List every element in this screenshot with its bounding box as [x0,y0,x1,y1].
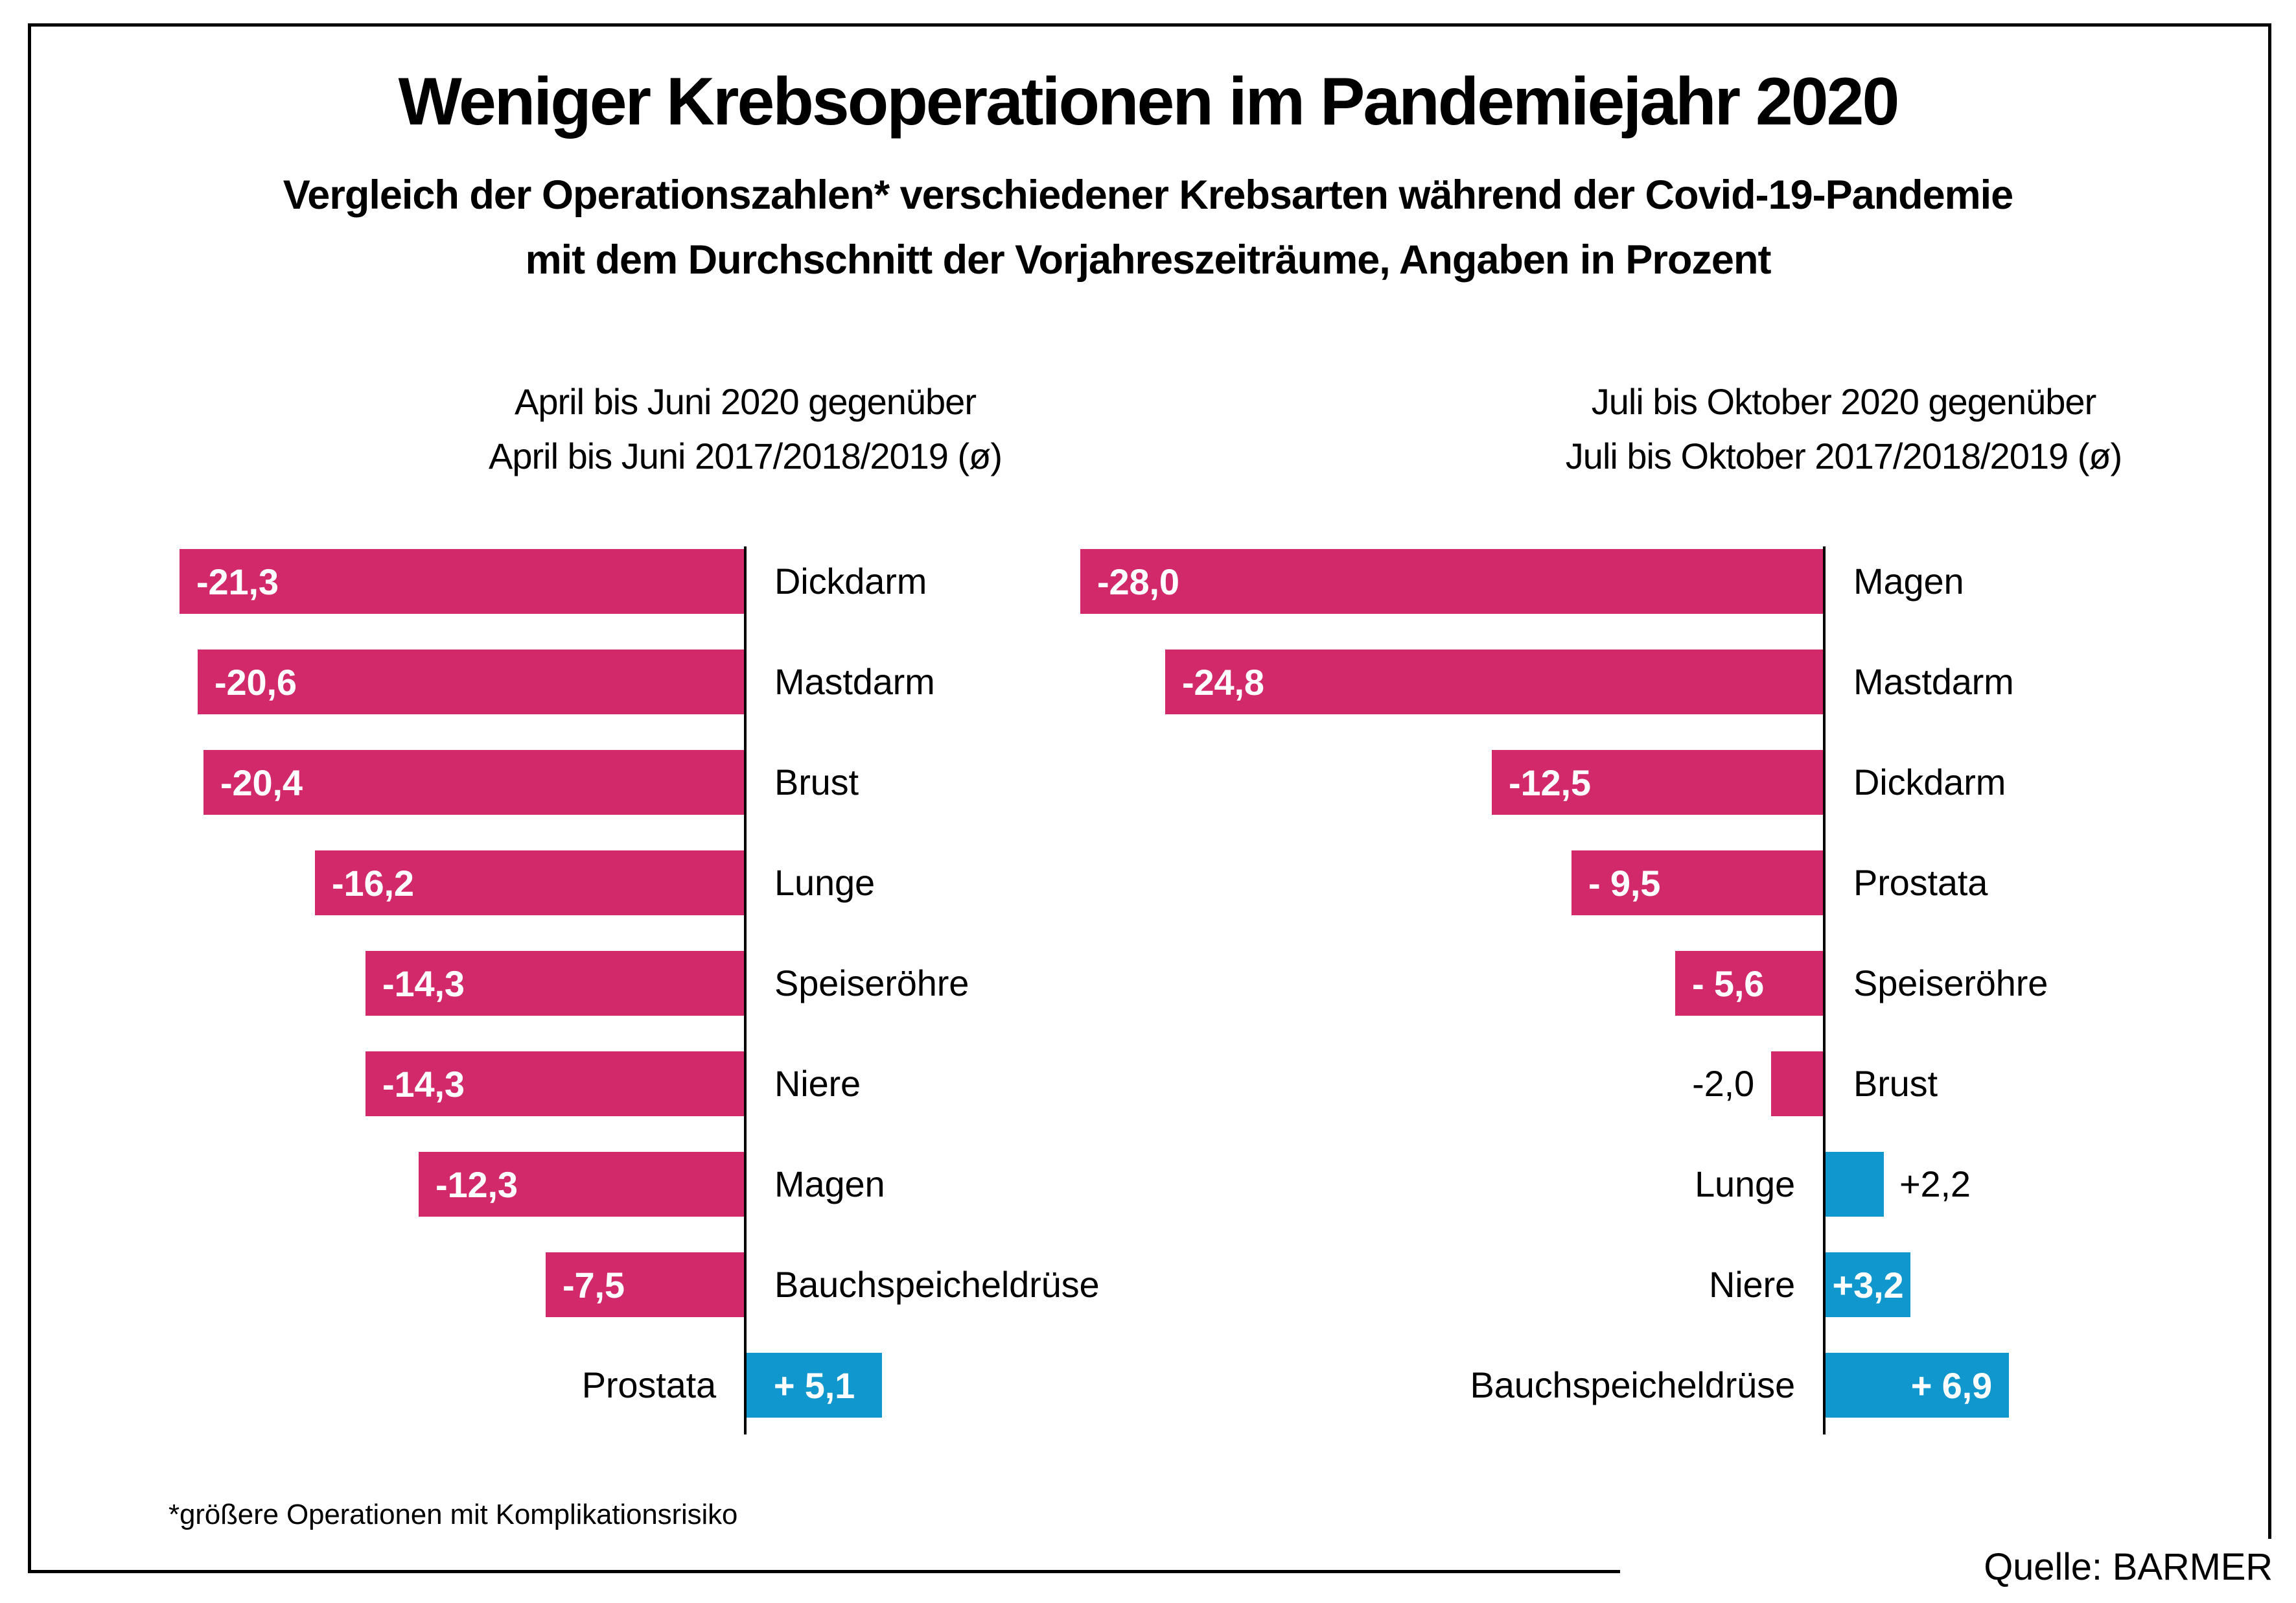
bar-value-label: -21,3 [196,561,279,602]
bar-value-label: -2,0 [1692,1063,1754,1104]
bar-value-label: -14,3 [382,1063,465,1105]
category-label: Bauchspeicheldrüse [1470,1364,1796,1405]
panel-header-juli-oktober: Juli bis Oktober 2020 gegenüber Juli bis… [1306,375,2296,484]
category-label: Niere [774,1063,861,1104]
category-label: Magen [1853,561,1964,602]
chart-subtitle-line2: mit dem Durchschnitt der Vorjahreszeiträ… [525,237,1772,283]
bar-value-label: -20,6 [215,661,297,703]
bar: + 5,1 [747,1353,882,1418]
bar: -16,2 [315,850,745,915]
bar: -14,3 [365,1051,745,1116]
bar-value-label: -12,5 [1509,762,1591,803]
bar: -21,3 [180,549,745,614]
bar: +3,2 [1826,1252,1910,1317]
frame-border-right [2268,23,2271,1539]
bar-value-label: +3,2 [1832,1264,1904,1305]
category-label: Speiseröhre [774,963,969,1003]
bar-value-label: -20,4 [220,762,303,803]
bar: -20,6 [198,649,745,714]
bar: -14,3 [365,951,745,1016]
category-label: Mastdarm [1853,661,2014,702]
axis-line-right-panel [1823,546,1826,1434]
category-label: Bauchspeicheldrüse [774,1264,1100,1305]
panel-header-left-line2: April bis Juni 2017/2018/2019 (ø) [489,436,1003,476]
category-label: Prostata [1853,862,1988,903]
bar: -28,0 [1080,549,1824,614]
panel-header-april-juni: April bis Juni 2020 gegenüber April bis … [227,375,1264,484]
category-label: Magen [774,1164,885,1204]
bar: -7,5 [546,1252,745,1317]
bar [1771,1051,1824,1116]
panel-header-right-line1: Juli bis Oktober 2020 gegenüber [1591,381,2096,422]
footnote: *größere Operationen mit Komplikationsri… [168,1499,738,1530]
bar-value-label: -16,2 [332,862,414,904]
bar-value-label: + 5,1 [773,1364,855,1406]
bar-value-label: - 5,6 [1692,963,1765,1004]
bar-value-label: -7,5 [562,1264,625,1305]
category-label: Niere [1708,1264,1795,1305]
panel-header-left-line1: April bis Juni 2020 gegenüber [515,381,977,422]
bar-value-label: -12,3 [435,1164,518,1205]
category-label: Brust [1853,1063,1938,1104]
chart-subtitle-line1: Vergleich der Operationszahlen* verschie… [283,172,2013,218]
bar-value-label: +2,2 [1899,1164,1971,1204]
category-label: Dickdarm [1853,762,2006,802]
frame-border-left [28,23,31,1573]
source-credit: Quelle: BARMER [1620,1545,2273,1589]
bar [1826,1152,1884,1217]
bar-value-label: - 9,5 [1588,862,1661,904]
bar: -20,4 [203,750,745,815]
bar-value-label: -24,8 [1182,661,1264,703]
chart-subtitle: Vergleich der Operationszahlen* verschie… [0,163,2296,292]
bar: + 6,9 [1826,1353,2009,1418]
frame-border-bottom [28,1570,2005,1573]
panel-header-right-line2: Juli bis Oktober 2017/2018/2019 (ø) [1565,436,2122,476]
bar-value-label: -14,3 [382,963,465,1004]
category-label: Dickdarm [774,561,927,602]
category-label: Brust [774,762,859,802]
category-label: Prostata [581,1364,716,1405]
bar: -12,5 [1492,750,1824,815]
frame-border-top [28,23,2271,27]
bar: - 5,6 [1675,951,1824,1016]
category-label: Speiseröhre [1853,963,2048,1003]
bar: -24,8 [1165,649,1824,714]
category-label: Lunge [774,862,875,903]
bar-value-label: + 6,9 [1910,1364,1992,1406]
bar: - 9,5 [1571,850,1824,915]
chart-title: Weniger Krebsoperationen im Pandemiejahr… [398,64,1900,139]
category-label: Lunge [1695,1164,1795,1204]
bar-value-label: -28,0 [1097,561,1179,602]
bar: -12,3 [419,1152,745,1217]
axis-line-left-panel [744,546,747,1434]
category-label: Mastdarm [774,661,935,702]
